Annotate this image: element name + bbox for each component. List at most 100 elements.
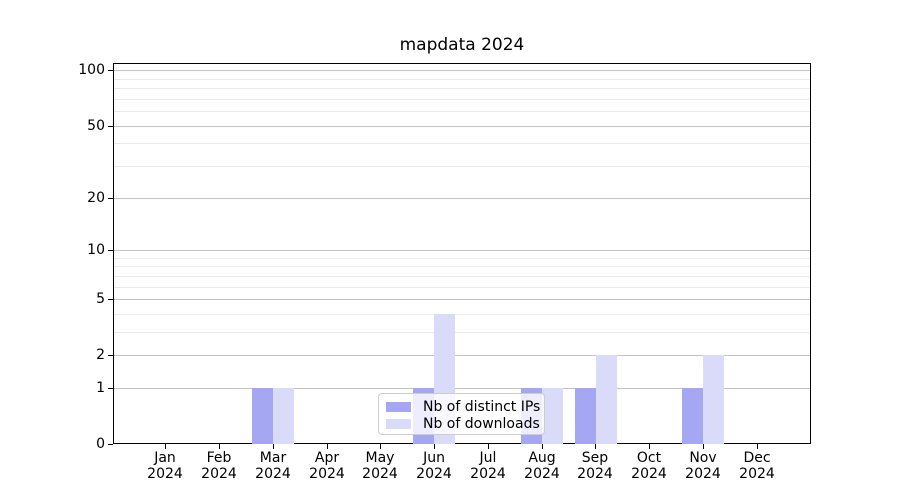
x-tick-month: May bbox=[365, 450, 395, 466]
gridline-minor bbox=[114, 88, 810, 90]
chart-title: mapdata 2024 bbox=[399, 35, 525, 55]
x-tick-year: 2024 bbox=[577, 466, 613, 482]
x-tick-mark bbox=[757, 444, 758, 449]
x-tick-label-sep: Sep 2024 bbox=[560, 450, 630, 482]
x-tick-year: 2024 bbox=[631, 466, 667, 482]
bar-nb-of-downloads-nov bbox=[703, 355, 724, 444]
x-tick-mark bbox=[327, 444, 328, 449]
x-tick-mark bbox=[649, 444, 650, 449]
gridline-major bbox=[114, 355, 810, 357]
x-tick-label-oct: Oct 2024 bbox=[614, 450, 684, 482]
y-tick-mark bbox=[108, 299, 113, 300]
x-tick-mark bbox=[542, 444, 543, 449]
x-tick-label-jul: Jul 2024 bbox=[453, 450, 523, 482]
gridline-minor bbox=[114, 286, 810, 288]
x-tick-label-mar: Mar 2024 bbox=[238, 450, 308, 482]
x-tick-month: Nov bbox=[689, 450, 717, 466]
x-tick-label-may: May 2024 bbox=[345, 450, 415, 482]
y-tick-label: 2 bbox=[96, 347, 105, 363]
gridline-minor bbox=[114, 266, 810, 268]
y-tick-label: 1 bbox=[96, 380, 105, 396]
y-tick-label: 100 bbox=[78, 62, 105, 78]
x-tick-year: 2024 bbox=[201, 466, 237, 482]
gridline-minor bbox=[114, 313, 810, 315]
bar-nb-of-distinct-ips-nov bbox=[682, 387, 703, 444]
x-tick-mark bbox=[165, 444, 166, 449]
y-tick-mark bbox=[108, 198, 113, 199]
gridline-minor bbox=[114, 78, 810, 80]
y-tick-label: 10 bbox=[87, 242, 105, 258]
gridline-major bbox=[114, 70, 810, 72]
gridline-minor bbox=[114, 111, 810, 113]
x-tick-year: 2024 bbox=[255, 466, 291, 482]
x-tick-label-dec: Dec 2024 bbox=[722, 450, 792, 482]
bar-nb-of-distinct-ips-sep bbox=[574, 387, 596, 444]
x-tick-month: Apr bbox=[314, 450, 340, 466]
x-tick-month: Oct bbox=[636, 450, 662, 466]
x-tick-month: Feb bbox=[206, 450, 232, 466]
x-tick-month: Jul bbox=[479, 450, 497, 466]
x-tick-year: 2024 bbox=[739, 466, 775, 482]
gridline-major bbox=[114, 249, 810, 251]
x-tick-label-jun: Jun 2024 bbox=[399, 450, 469, 482]
bar-nb-of-downloads-mar bbox=[272, 387, 294, 444]
x-tick-year: 2024 bbox=[147, 466, 183, 482]
x-tick-month: Aug bbox=[528, 450, 556, 466]
y-tick-mark bbox=[108, 250, 113, 251]
gridline-minor bbox=[114, 275, 810, 277]
x-tick-mark bbox=[219, 444, 220, 449]
x-tick-mark bbox=[703, 444, 704, 449]
x-tick-month: Jan bbox=[154, 450, 176, 466]
x-tick-label-aug: Aug 2024 bbox=[507, 450, 577, 482]
y-tick-label: 5 bbox=[96, 291, 105, 307]
gridline-minor bbox=[114, 143, 810, 145]
bar-nb-of-distinct-ips-mar bbox=[251, 387, 273, 444]
plot-area bbox=[113, 63, 811, 444]
y-tick-mark bbox=[108, 388, 113, 389]
x-tick-label-feb: Feb 2024 bbox=[184, 450, 254, 482]
y-tick-mark bbox=[108, 70, 113, 71]
x-tick-label-jan: Jan 2024 bbox=[130, 450, 200, 482]
x-tick-month: Dec bbox=[743, 450, 771, 466]
gridline-major bbox=[114, 299, 810, 300]
gridline-minor bbox=[114, 257, 810, 259]
legend-swatch-downloads bbox=[386, 418, 411, 429]
bar-nb-of-downloads-aug bbox=[541, 387, 563, 444]
x-tick-month: Mar bbox=[259, 450, 287, 466]
legend-item-downloads: Nb of downloads bbox=[386, 415, 544, 432]
x-tick-year: 2024 bbox=[470, 466, 506, 482]
x-tick-label-nov: Nov 2024 bbox=[668, 450, 738, 482]
y-tick-label: 50 bbox=[87, 118, 105, 134]
x-tick-mark bbox=[380, 444, 381, 449]
x-tick-mark bbox=[488, 444, 489, 449]
x-tick-year: 2024 bbox=[524, 466, 560, 482]
y-tick-mark bbox=[108, 355, 113, 356]
legend-label-downloads: Nb of downloads bbox=[423, 415, 540, 432]
legend-item-distinct-ips: Nb of distinct IPs bbox=[386, 398, 544, 415]
gridline-minor bbox=[114, 98, 810, 100]
x-tick-mark bbox=[273, 444, 274, 449]
x-tick-mark bbox=[434, 444, 435, 449]
x-tick-mark bbox=[595, 444, 596, 449]
x-tick-year: 2024 bbox=[416, 466, 452, 482]
gridline-major bbox=[114, 197, 810, 199]
y-tick-label: 0 bbox=[96, 436, 105, 452]
y-tick-label: 20 bbox=[87, 190, 105, 206]
legend-swatch-distinct-ips bbox=[386, 401, 411, 412]
y-tick-mark bbox=[108, 126, 113, 127]
x-tick-month: Sep bbox=[581, 450, 609, 466]
y-tick-mark bbox=[108, 444, 113, 445]
gridline-major bbox=[114, 387, 810, 389]
x-tick-label-apr: Apr 2024 bbox=[292, 450, 362, 482]
legend-label-distinct-ips: Nb of distinct IPs bbox=[423, 398, 541, 415]
gridline-minor bbox=[114, 331, 810, 333]
bar-nb-of-downloads-sep bbox=[595, 355, 617, 444]
gridline-major bbox=[114, 125, 810, 127]
legend: Nb of distinct IPs Nb of downloads bbox=[378, 393, 545, 435]
x-tick-month: Jun bbox=[423, 450, 445, 466]
gridline-minor bbox=[114, 166, 810, 167]
x-tick-year: 2024 bbox=[362, 466, 398, 482]
x-tick-year: 2024 bbox=[685, 466, 721, 482]
x-tick-year: 2024 bbox=[309, 466, 345, 482]
